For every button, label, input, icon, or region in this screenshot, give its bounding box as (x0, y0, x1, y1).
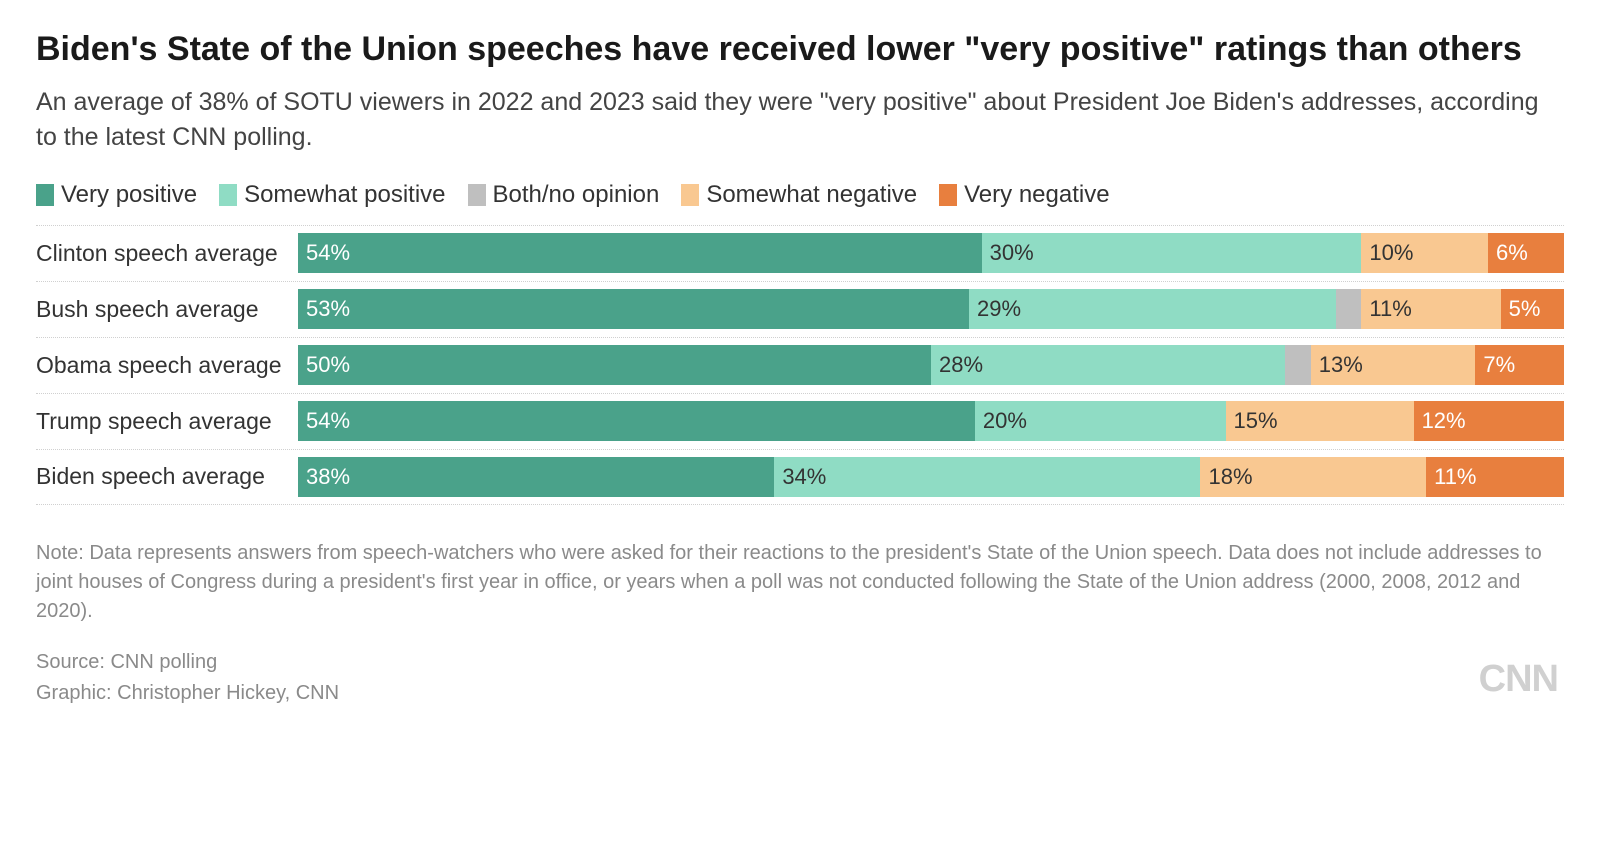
bar-segment: 38% (298, 457, 774, 497)
stacked-bar: 53%29%2%11%5% (298, 289, 1564, 329)
bar-segment: 13% (1311, 345, 1476, 385)
legend-swatch (468, 184, 486, 206)
source-line: Source: CNN polling (36, 648, 339, 677)
legend-label: Both/no opinion (493, 181, 660, 209)
row-label: Trump speech average (36, 408, 298, 435)
bar-segment: 12% (1414, 401, 1564, 441)
bar-segment: 54% (298, 401, 975, 441)
legend-swatch (681, 184, 699, 206)
legend-label: Very negative (964, 181, 1109, 209)
bar-row: Bush speech average53%29%2%11%5% (36, 281, 1564, 337)
bar-segment: 29% (969, 289, 1336, 329)
bar-segment: 18% (1200, 457, 1426, 497)
bar-segment: 53% (298, 289, 969, 329)
stacked-bar-chart: Clinton speech average54%30%10%6%Bush sp… (36, 225, 1564, 505)
stacked-bar: 50%28%2%13%7% (298, 345, 1564, 385)
legend-swatch (939, 184, 957, 206)
bar-row: Clinton speech average54%30%10%6% (36, 225, 1564, 281)
legend-item: Very positive (36, 181, 197, 209)
stacked-bar: 54%30%10%6% (298, 233, 1564, 273)
chart-subtitle: An average of 38% of SOTU viewers in 202… (36, 85, 1564, 155)
legend-label: Very positive (61, 181, 197, 209)
legend-item: Somewhat positive (219, 181, 445, 209)
footnote: Note: Data represents answers from speec… (36, 539, 1564, 626)
row-label: Bush speech average (36, 296, 298, 323)
row-label: Clinton speech average (36, 240, 298, 267)
row-label: Obama speech average (36, 352, 298, 379)
legend-swatch (219, 184, 237, 206)
legend-item: Very negative (939, 181, 1109, 209)
chart-footer: Note: Data represents answers from speec… (36, 539, 1564, 710)
cnn-logo: CNN (1479, 652, 1564, 709)
legend-label: Somewhat negative (706, 181, 917, 209)
row-label: Biden speech average (36, 463, 298, 490)
bar-row: Biden speech average38%34%18%11% (36, 449, 1564, 505)
bar-segment: 34% (774, 457, 1200, 497)
chart-legend: Very positive Somewhat positive Both/no op… (36, 181, 1564, 209)
legend-item: Somewhat negative (681, 181, 917, 209)
bar-segment: 30% (982, 233, 1362, 273)
bar-segment: 7% (1475, 345, 1564, 385)
bar-segment: 20% (975, 401, 1226, 441)
chart-title: Biden's State of the Union speeches have… (36, 28, 1564, 71)
legend-item: Both/no opinion (468, 181, 660, 209)
bar-segment: 54% (298, 233, 982, 273)
bar-segment: 2% (1336, 289, 1361, 329)
bar-segment: 15% (1226, 401, 1414, 441)
bar-row: Trump speech average54%20%15%12% (36, 393, 1564, 449)
bar-row: Obama speech average50%28%2%13%7% (36, 337, 1564, 393)
bar-segment: 10% (1361, 233, 1488, 273)
bar-segment: 28% (931, 345, 1285, 385)
bar-segment: 11% (1361, 289, 1500, 329)
bar-segment: 11% (1426, 457, 1564, 497)
bar-segment: 5% (1501, 289, 1564, 329)
bar-segment: 6% (1488, 233, 1564, 273)
graphic-credit: Graphic: Christopher Hickey, CNN (36, 679, 339, 708)
bar-segment: 2% (1285, 345, 1310, 385)
stacked-bar: 54%20%15%12% (298, 401, 1564, 441)
stacked-bar: 38%34%18%11% (298, 457, 1564, 497)
legend-label: Somewhat positive (244, 181, 445, 209)
bar-segment: 50% (298, 345, 931, 385)
legend-swatch (36, 184, 54, 206)
